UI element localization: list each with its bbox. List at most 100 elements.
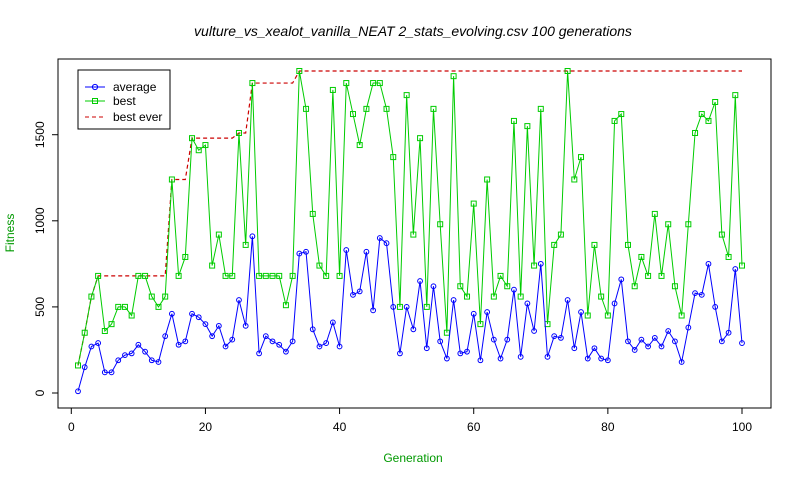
- average-point: [135, 341, 142, 348]
- average-point: [685, 324, 692, 331]
- average-point: [403, 304, 410, 310]
- average-point: [356, 288, 363, 295]
- average-point: [383, 240, 390, 247]
- average-point: [611, 300, 618, 307]
- best-point: [135, 272, 142, 279]
- average-point: [497, 355, 504, 362]
- best-point: [289, 272, 296, 279]
- best-point: [410, 231, 417, 238]
- average-point: [316, 343, 323, 350]
- average-point: [376, 235, 383, 241]
- legend-entry-average: average: [85, 80, 157, 94]
- best-point: [81, 329, 88, 336]
- average-point: [128, 350, 135, 357]
- best-point: [75, 362, 81, 369]
- average-point: [725, 329, 732, 336]
- best-point: [189, 135, 196, 142]
- best-point: [651, 210, 658, 217]
- average-point: [450, 297, 457, 303]
- average-point: [578, 309, 584, 315]
- best-point: [631, 283, 638, 290]
- average-point: [370, 307, 377, 314]
- x-tick-label-0: 0: [68, 420, 75, 434]
- average-point: [423, 345, 430, 352]
- average-point: [162, 333, 169, 340]
- average-point: [229, 336, 236, 343]
- best-point: [718, 231, 725, 238]
- average-point: [571, 345, 578, 352]
- average-point: [718, 338, 725, 345]
- best-point: [671, 283, 678, 290]
- best-point: [242, 241, 249, 248]
- average-point: [323, 340, 330, 346]
- average-point: [350, 291, 356, 298]
- best-point: [712, 98, 719, 105]
- x-axis-label: Generation: [383, 451, 442, 465]
- y-tick-label-500: 500: [33, 297, 47, 317]
- average-point: [242, 322, 249, 329]
- best-point: [537, 105, 544, 112]
- best-point: [692, 129, 699, 136]
- average-point: [658, 343, 665, 350]
- best-point: [604, 312, 611, 319]
- best-point: [732, 92, 739, 99]
- average-point: [296, 250, 303, 257]
- best-point: [678, 312, 685, 319]
- average-point: [236, 297, 242, 303]
- best-point: [531, 262, 538, 269]
- average-point: [182, 338, 189, 345]
- best-point: [282, 302, 289, 309]
- best-point: [464, 293, 471, 300]
- average-point: [283, 348, 289, 355]
- best-point: [115, 303, 122, 310]
- best-point: [578, 154, 585, 161]
- best-point: [215, 231, 222, 238]
- legend-marker-average: [91, 83, 99, 91]
- average-point: [591, 345, 598, 352]
- x-tick-label-40: 40: [333, 420, 347, 434]
- average-point: [551, 333, 558, 340]
- best-point: [417, 135, 424, 142]
- best-point: [470, 200, 477, 207]
- best-point: [256, 272, 263, 279]
- x-tick-label-80: 80: [601, 420, 615, 434]
- average-point: [75, 388, 81, 395]
- best-point: [504, 283, 511, 290]
- best-point: [209, 262, 216, 269]
- average-point: [638, 336, 645, 343]
- best-point: [658, 272, 665, 279]
- series-line-average: [77, 236, 743, 392]
- best-point: [450, 73, 457, 80]
- average-point: [651, 334, 658, 341]
- average-point: [195, 314, 202, 321]
- average-point: [490, 336, 497, 343]
- best-point: [296, 68, 303, 74]
- series-points-best: [75, 68, 745, 369]
- best-point: [329, 86, 336, 93]
- best-point: [121, 303, 128, 310]
- average-point: [289, 338, 296, 345]
- average-point: [95, 340, 102, 346]
- best-point: [510, 117, 517, 124]
- average-point: [101, 369, 108, 376]
- best-point: [564, 68, 571, 74]
- best-point: [698, 111, 705, 118]
- average-point: [363, 248, 370, 255]
- x-tick-label-60: 60: [467, 420, 481, 434]
- best-point: [95, 272, 102, 279]
- average-point: [457, 350, 464, 357]
- best-point: [182, 253, 189, 260]
- average-point: [303, 248, 309, 255]
- average-point: [739, 340, 745, 346]
- legend-box: [77, 69, 171, 130]
- best-point: [162, 293, 169, 300]
- best-point: [195, 147, 202, 154]
- series-points-average: [75, 233, 745, 395]
- series-line-best: [77, 70, 743, 366]
- average-point: [511, 286, 517, 293]
- average-point: [215, 322, 222, 329]
- best-point: [430, 105, 437, 112]
- average-point: [698, 291, 705, 298]
- average-point: [470, 310, 477, 317]
